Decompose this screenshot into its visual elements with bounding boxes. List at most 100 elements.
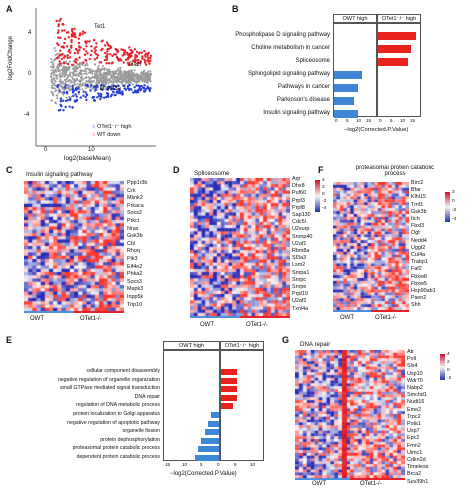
ma-point [56,53,59,55]
panel-d-group-tet1: OTet1-/- [246,322,268,328]
ma-point [67,74,70,77]
ma-point [50,61,53,64]
ma-point-up [77,41,81,45]
gene-label: Socs3 [127,278,142,285]
ma-point [50,99,53,102]
gene-label: Nudt16 [407,399,425,406]
ma-point-up [81,30,85,33]
ma-point-down [65,92,69,95]
ma-point [90,77,93,80]
ma-point [102,78,105,81]
ma-point [53,84,56,87]
ma-point [78,66,81,69]
gene-label: Aqr [292,176,301,182]
ma-point-down [124,88,128,91]
ma-point-up [105,62,108,65]
heatmap-c [24,181,124,311]
ma-point [134,80,137,83]
gene-label: Trabp1 [411,259,428,266]
enrichment-term: Choline metabolism in cancer [251,45,330,51]
ma-point [144,74,147,77]
ma-point [142,70,145,73]
ma-point-up [123,51,126,54]
group-bar-wt [190,316,240,318]
ma-point-up [147,51,150,55]
ma-point-down [117,88,120,91]
panel-g-group-tet1: OTet1-/- [360,481,382,487]
ma-point-up [57,29,60,32]
ma-point-up [78,56,81,59]
panel-e-plot-right [220,350,264,461]
panel-a-xtick: 10 [88,147,95,153]
panel-a-ytick: -4 [24,112,30,118]
group-bar-tet1 [240,316,290,318]
ma-point [81,88,84,91]
ma-point-down [116,90,119,94]
ma-point [50,90,53,93]
gene-list-d: Aqr Dhx8 Puf60 Prpf3 Prpf8 Sap130 Cdc5l U2surp S… [292,176,312,313]
enrichment-bar [221,403,233,410]
ma-point [67,68,70,71]
ma-point-down [94,88,97,92]
gene-label: Rbm8a [292,248,310,255]
ma-point-up [120,48,123,51]
b-xtick: 0 [335,118,338,123]
ma-point-up [57,36,60,39]
ma-point [129,80,132,83]
ma-point [68,95,71,98]
gene-label: Fbxw8 [411,273,427,280]
ma-point-up [57,43,60,47]
ma-point-up [139,60,142,63]
ma-point-up [60,57,64,60]
b-xtick: 10 [356,118,362,123]
ma-point [108,73,111,76]
ma-point-up [93,58,97,61]
gene-label: Mapk3 [127,286,144,293]
ma-point [61,72,64,75]
ma-point-up [62,46,65,49]
ma-point-up [76,51,79,55]
gene-label: Hsp90ab1 [411,288,436,295]
ma-point-down [100,83,103,87]
ma-point-up [58,62,62,65]
ma-point [83,77,86,80]
panel-f-letter: F [318,165,324,175]
ma-point [54,54,57,56]
ma-point-up [74,60,77,64]
enrichment-bar [195,455,219,461]
ma-point-up [128,52,131,55]
ma-point-down [69,98,72,102]
gene-label: Wdr70 [407,377,423,384]
ma-point [55,76,58,78]
ma-point [91,87,94,90]
ma-point-up [95,52,98,56]
ma-point-up [71,27,74,31]
ma-point [114,70,117,73]
ma-point-up [106,43,110,46]
ma-point [144,72,146,75]
ma-point [97,67,100,70]
ma-point [65,67,68,70]
gene-label: Timeless [407,464,429,471]
ma-point [118,70,121,73]
ma-point [52,87,55,90]
ma-point [138,78,141,81]
ma-point-up [57,55,60,58]
gene-label: Shh [411,302,421,309]
ma-point [69,89,72,92]
enrichment-bar [221,394,237,401]
ma-point-up [136,62,139,65]
ma-point [59,82,62,85]
ma-point [148,74,151,77]
ma-point-up [110,62,113,65]
group-bar-tet1 [371,310,409,312]
ma-point-up [78,46,81,49]
enrichment-bar [378,58,408,66]
ma-point-down [75,95,78,98]
ma-point [98,79,101,82]
ma-point [120,70,123,73]
panel-a-ylabel: log2FoldChange [8,35,14,80]
ma-point [92,76,95,78]
ma-point-up [66,54,69,57]
ma-point [60,80,63,83]
